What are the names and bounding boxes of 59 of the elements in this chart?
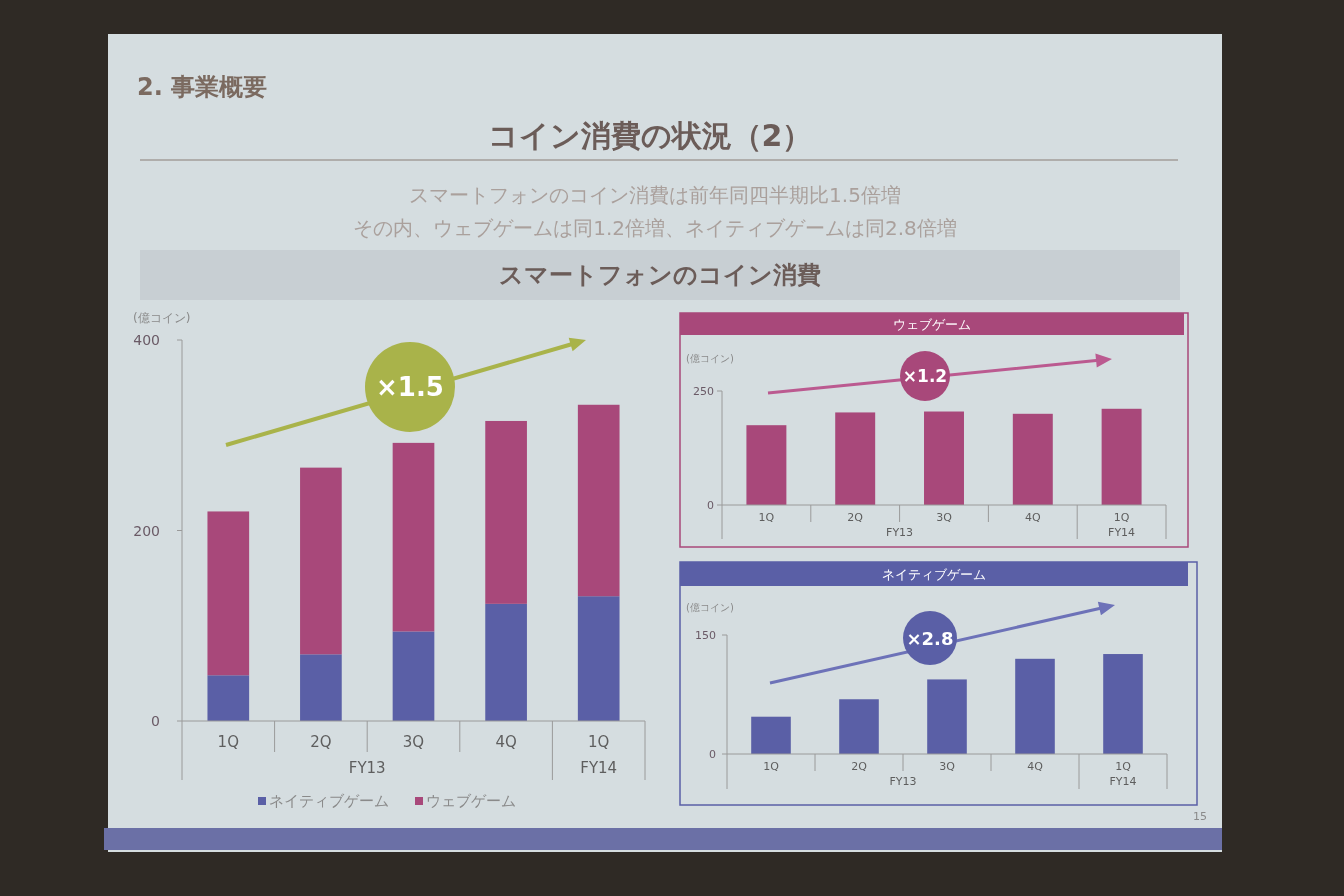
- x-tick-label: 3Q: [939, 759, 956, 773]
- y-tick-label: 200: [133, 522, 160, 539]
- chart-title: スマートフォンのコイン消費: [499, 261, 821, 289]
- x-tick-label: 1Q: [217, 733, 239, 751]
- y-axis-title: (億コイン): [133, 311, 191, 325]
- text: FY14: [580, 759, 618, 777]
- x-tick-label: 1Q: [1113, 510, 1130, 524]
- bar: [392, 631, 435, 721]
- bar: [392, 442, 435, 632]
- text: スマートフォンのコイン消費は前年同四半期比1.5倍増: [409, 183, 901, 207]
- bar: [577, 596, 620, 721]
- x-tick-label: 1Q: [763, 759, 780, 773]
- legend-label: ネイティブゲーム: [269, 792, 389, 810]
- bar: [300, 654, 342, 721]
- annotation: ×1.5: [376, 372, 444, 402]
- x-tick-label: 2Q: [847, 510, 864, 524]
- text: FY14: [1109, 774, 1137, 788]
- text: FY13: [886, 525, 914, 539]
- chart-title: ウェブゲーム: [893, 316, 971, 332]
- y-tick-label: 0: [707, 498, 714, 512]
- x-tick-label: 1Q: [588, 733, 610, 751]
- x-tick-label: 1Q: [758, 510, 775, 524]
- bar: [839, 699, 879, 754]
- text: コイン消費の状況（2）: [487, 117, 813, 153]
- x-tick-label: 1Q: [1115, 759, 1132, 773]
- bar: [927, 679, 967, 754]
- bar: [485, 603, 527, 721]
- y-tick-label: 250: [693, 384, 714, 398]
- bar: [1103, 654, 1143, 754]
- bar: [485, 420, 527, 604]
- y-tick-label: 400: [133, 332, 160, 348]
- x-tick-label: 2Q: [310, 733, 332, 751]
- text: 15: [1193, 809, 1207, 823]
- y-axis-title: (億コイン): [686, 352, 734, 364]
- x-tick-label: 4Q: [495, 733, 517, 751]
- bar: [300, 467, 342, 655]
- bar: [207, 675, 250, 721]
- y-axis-title: (億コイン): [686, 601, 734, 613]
- x-tick-label: 3Q: [936, 510, 953, 524]
- text: FY13: [348, 759, 386, 777]
- text: その内、ウェブゲームは同1.2倍増、ネイティブゲームは同2.8倍増: [353, 216, 957, 240]
- x-tick-label: 4Q: [1027, 759, 1044, 773]
- y-tick-label: 0: [709, 747, 716, 761]
- legend-label: ウェブゲーム: [426, 792, 516, 810]
- y-tick-label: 150: [695, 628, 716, 642]
- text: 2. 事業概要: [137, 73, 268, 101]
- y-tick-label: 0: [151, 713, 160, 729]
- annotation: ×2.8: [906, 627, 954, 649]
- bar: [751, 716, 791, 754]
- bar: [207, 511, 250, 676]
- x-tick-label: 2Q: [851, 759, 868, 773]
- text: ×1.2: [902, 366, 948, 386]
- text: FY14: [1108, 525, 1136, 539]
- chart-title: ネイティブゲーム: [882, 566, 986, 582]
- bar: [577, 404, 620, 597]
- bar: [1015, 658, 1055, 754]
- text: FY13: [889, 774, 917, 788]
- x-tick-label: 3Q: [402, 733, 425, 751]
- x-tick-label: 4Q: [1024, 510, 1041, 524]
